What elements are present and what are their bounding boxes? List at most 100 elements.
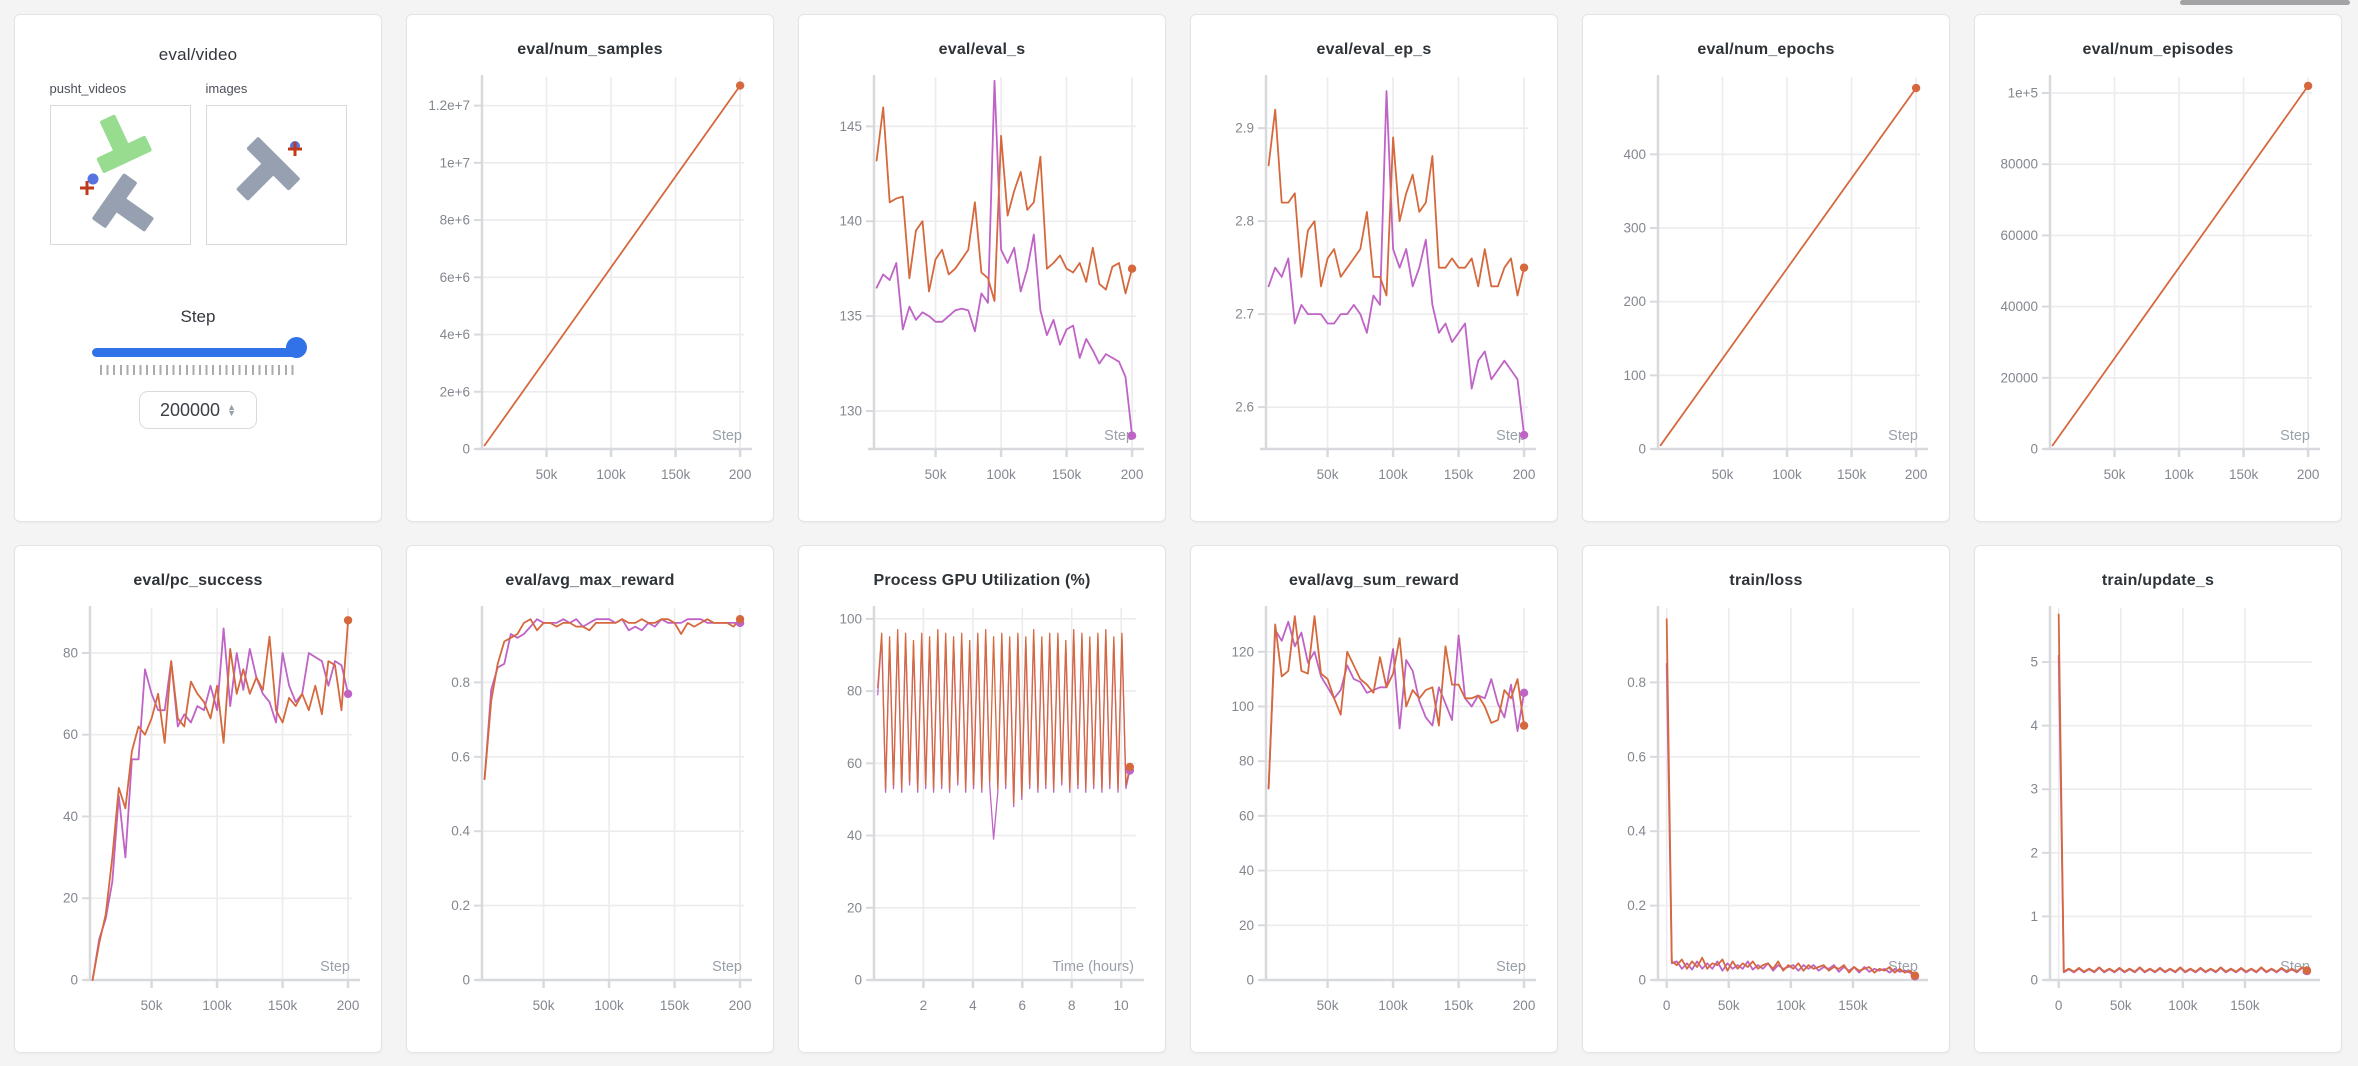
y-tick-label: 0.4 <box>1627 824 1646 839</box>
x-tick-label: 50k <box>925 467 947 482</box>
x-tick-label: 50k <box>2110 998 2132 1013</box>
x-tick-label: 150k <box>1838 998 1868 1013</box>
x-axis-label: Step <box>712 959 742 975</box>
y-tick-label: 120 <box>1231 644 1254 659</box>
series-orange-run-endpoint <box>1125 762 1135 772</box>
y-tick-label: 0.6 <box>1627 749 1646 764</box>
chart-panel: train/update_s 0 50k 100k 150k 0 1 2 3 4 5 Step <box>1974 545 2342 1053</box>
images-thumbnail[interactable] <box>205 105 347 245</box>
y-tick-label: 100 <box>839 611 862 626</box>
y-tick-label: 0 <box>1638 973 1646 988</box>
x-axis-label: Step <box>1104 428 1134 444</box>
x-tick-label: 50k <box>1317 998 1339 1013</box>
spinner-down-icon[interactable]: ▼ <box>227 408 236 418</box>
x-tick-label: 150k <box>2229 467 2259 482</box>
panel-title: eval/num_episodes <box>2082 41 2234 58</box>
chart-canvas[interactable]: 50k 100k 150k 200 0 0.2 0.4 0.6 0.8 Step <box>420 596 760 1038</box>
chart-canvas[interactable]: 50k 100k 150k 200 0 20 40 60 80 Step <box>28 596 368 1038</box>
x-tick-label: 4 <box>969 998 977 1013</box>
x-tick-label: 150k <box>1444 998 1474 1013</box>
x-tick-label: 8 <box>1068 998 1076 1013</box>
horizontal-scrollbar[interactable] <box>2180 0 2350 5</box>
series-orange-run-endpoint <box>735 614 745 624</box>
chart-panel: eval/num_samples 50k 100k 150k 200 0 2e+6 4e+6 6… <box>406 14 774 522</box>
step-input-value[interactable]: 200000 <box>160 399 221 420</box>
y-tick-label: 0.2 <box>1627 898 1646 913</box>
x-tick-label: 150k <box>660 998 690 1013</box>
step-slider-ruler <box>100 365 296 375</box>
y-tick-label: 80000 <box>2000 157 2038 172</box>
chart-panel: Process GPU Utilization (%) 2 4 6 8 10 0 20 40 60… <box>798 545 1166 1053</box>
x-tick-label: 50k <box>533 998 555 1013</box>
pusht-scene-image-2 <box>236 137 302 201</box>
chart-panel: eval/pc_success 50k 100k 150k 200 0 20 40 60 80 St… <box>14 545 382 1053</box>
y-tick-label: 2.6 <box>1235 400 1254 415</box>
step-input[interactable]: 200000 ▲ ▼ <box>139 391 257 429</box>
x-tick-label: 200 <box>2297 467 2320 482</box>
step-slider[interactable] <box>92 337 307 365</box>
chart-panel: eval/avg_sum_reward 50k 100k 150k 200 0 20 40 60… <box>1190 545 1558 1053</box>
series-purple-run-line <box>875 79 1134 437</box>
y-tick-label: 0 <box>462 442 470 457</box>
step-slider-track[interactable] <box>92 348 304 357</box>
x-tick-label: 200 <box>729 998 752 1013</box>
series-orange-run-line <box>483 84 742 447</box>
series-orange-run-line <box>1267 615 1526 790</box>
x-tick-label: 50k <box>1712 467 1734 482</box>
goal-cross <box>287 142 302 156</box>
y-tick-label: 0 <box>854 973 862 988</box>
chart-canvas[interactable]: 50k 100k 150k 200 0 20 40 60 80 100 120 Step <box>1204 596 1544 1038</box>
y-tick-label: 6e+6 <box>440 270 470 285</box>
x-tick-label: 100k <box>986 467 1016 482</box>
y-tick-label: 2.8 <box>1235 214 1254 229</box>
x-axis-label: Step <box>1496 428 1526 444</box>
chart-canvas[interactable]: 50k 100k 150k 200 0 2e+6 4e+6 6e+6 8e+6 1e+7 1.2e+… <box>420 65 760 507</box>
y-tick-label: 20000 <box>2000 370 2038 385</box>
series-orange-run-line <box>877 629 1131 804</box>
x-tick-label: 200 <box>729 467 752 482</box>
y-tick-label: 0.2 <box>451 898 470 913</box>
series-orange-run-line <box>91 619 350 981</box>
y-tick-label: 0 <box>2030 973 2038 988</box>
media-panel-eval-video: eval/video pusht_videos <box>14 14 382 522</box>
y-tick-label: 400 <box>1623 147 1646 162</box>
panel-title: train/loss <box>1729 572 1803 589</box>
y-tick-label: 4e+6 <box>440 327 470 342</box>
y-tick-label: 20 <box>1239 918 1254 933</box>
y-tick-label: 0 <box>2030 442 2038 457</box>
y-tick-label: 80 <box>1239 754 1254 769</box>
y-tick-label: 0.4 <box>451 824 470 839</box>
chart-canvas[interactable]: 50k 100k 150k 200 130 135 140 145 Step <box>812 65 1152 507</box>
chart-canvas[interactable]: 50k 100k 150k 200 2.6 2.7 2.8 2.9 Step <box>1204 65 1544 507</box>
step-spinner[interactable]: ▲ ▼ <box>227 402 236 418</box>
chart-canvas[interactable]: 50k 100k 150k 200 0 100 200 300 400 Step <box>1596 65 1936 507</box>
spinner-up-icon[interactable]: ▲ <box>227 402 236 412</box>
series-orange-run-line <box>2051 84 2310 447</box>
series-orange-run-line <box>2057 613 2308 973</box>
x-tick-label: 0 <box>1663 998 1671 1013</box>
pusht-video-thumbnail[interactable] <box>49 105 191 245</box>
x-tick-label: 100k <box>594 998 624 1013</box>
media-thumbnails-row: pusht_videos <box>15 81 381 245</box>
panel-title: eval/num_samples <box>517 41 663 58</box>
y-tick-label: 0 <box>462 973 470 988</box>
step-slider-thumb[interactable] <box>286 337 307 358</box>
y-tick-label: 80 <box>63 645 78 660</box>
panel-title: eval/avg_max_reward <box>505 572 675 589</box>
panel-title: eval/avg_sum_reward <box>1288 572 1460 589</box>
media-item-label: images <box>205 81 248 96</box>
panel-title: eval/pc_success <box>133 572 263 589</box>
step-slider-label: Step <box>180 307 216 326</box>
series-orange-run-endpoint <box>1519 263 1529 272</box>
chart-canvas[interactable]: 50k 100k 150k 200 0 20000 40000 60000 80000 1e+5 S… <box>1988 65 2328 507</box>
x-tick-label: 150k <box>268 998 298 1013</box>
y-tick-label: 100 <box>1623 368 1646 383</box>
series-orange-run-endpoint <box>1127 264 1137 273</box>
x-tick-label: 200 <box>1513 467 1536 482</box>
y-tick-label: 0 <box>70 973 78 988</box>
y-tick-label: 100 <box>1231 699 1254 714</box>
y-tick-label: 8e+6 <box>440 213 470 228</box>
